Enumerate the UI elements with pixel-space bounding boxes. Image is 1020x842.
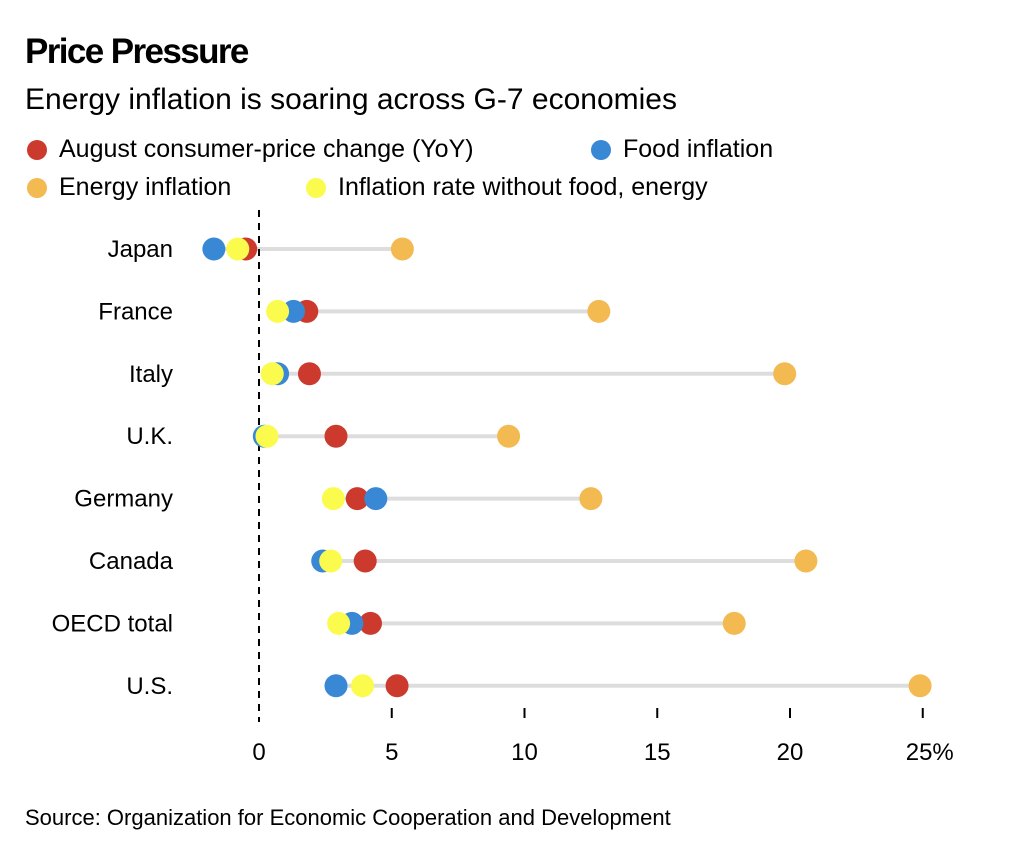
legend-label-cpi: August consumer-price change (YoY) <box>59 135 474 163</box>
chart-subtitle: Energy inflation is soaring across G-7 e… <box>25 83 677 116</box>
legend-item-cpi: August consumer-price change (YoY) <box>27 135 474 164</box>
dot-core <box>255 424 279 448</box>
dot-energy <box>497 424 521 448</box>
legend-label-core: Inflation rate without food, energy <box>338 173 708 201</box>
source-note: Source: Organization for Economic Cooper… <box>25 805 671 830</box>
dot-core <box>319 549 343 573</box>
dot-cpi <box>359 611 383 635</box>
row-label: Germany <box>74 486 173 513</box>
legend-item-energy: Energy inflation <box>27 173 231 202</box>
dot-cpi <box>385 674 409 698</box>
dot-energy <box>722 611 746 635</box>
dot-energy <box>579 487 603 511</box>
row-label: U.K. <box>126 423 173 450</box>
legend-label-energy: Energy inflation <box>59 173 232 201</box>
dot-cpi <box>353 549 377 573</box>
dot-core <box>321 487 345 511</box>
legend-item-core: Inflation rate without food, energy <box>306 173 708 202</box>
row-label: U.S. <box>126 673 173 700</box>
x-tick-label: 5 <box>385 739 398 766</box>
dot-energy <box>773 362 797 386</box>
x-axis: 0 5 10 15 20 25% <box>252 708 954 766</box>
row-label: Japan <box>108 236 173 263</box>
chart-title: Price Pressure <box>25 32 249 71</box>
dot-food <box>282 299 306 323</box>
x-tick-label: 20 <box>777 739 804 766</box>
legend-dot-cpi-icon <box>27 139 47 160</box>
x-tick-label: 0 <box>252 739 265 766</box>
dot-core <box>260 362 284 386</box>
row-label: France <box>98 298 173 325</box>
dot-food <box>364 487 388 511</box>
legend-dot-energy-icon <box>27 177 47 198</box>
x-tick-label: 10 <box>511 739 538 766</box>
legend-dot-food-icon <box>591 139 611 160</box>
dot-energy <box>390 237 414 261</box>
legend-item-food: Food inflation <box>591 135 773 164</box>
connector-lines <box>213 247 921 688</box>
x-tick-label: 25% <box>906 739 954 766</box>
dot-core <box>266 299 290 323</box>
dot-energy <box>908 674 932 698</box>
dot-cpi <box>345 487 369 511</box>
dot-food <box>324 674 348 698</box>
dot-core <box>226 237 250 261</box>
legend-dot-core-icon <box>306 177 326 198</box>
data-points <box>202 237 932 698</box>
dot-cpi <box>324 424 348 448</box>
dot-energy <box>587 299 611 323</box>
x-tick-label: 15 <box>644 739 671 766</box>
row-label: OECD total <box>52 610 173 637</box>
row-label: Canada <box>89 548 174 575</box>
dot-cpi <box>297 362 321 386</box>
dot-core <box>351 674 375 698</box>
row-labels: Japan France Italy U.K. Germany Canada OECD to… <box>52 236 174 700</box>
legend-label-food: Food inflation <box>623 135 774 163</box>
row-label: Italy <box>129 361 173 388</box>
dot-energy <box>794 549 818 573</box>
dot-core <box>327 611 351 635</box>
dot-food <box>202 237 226 261</box>
